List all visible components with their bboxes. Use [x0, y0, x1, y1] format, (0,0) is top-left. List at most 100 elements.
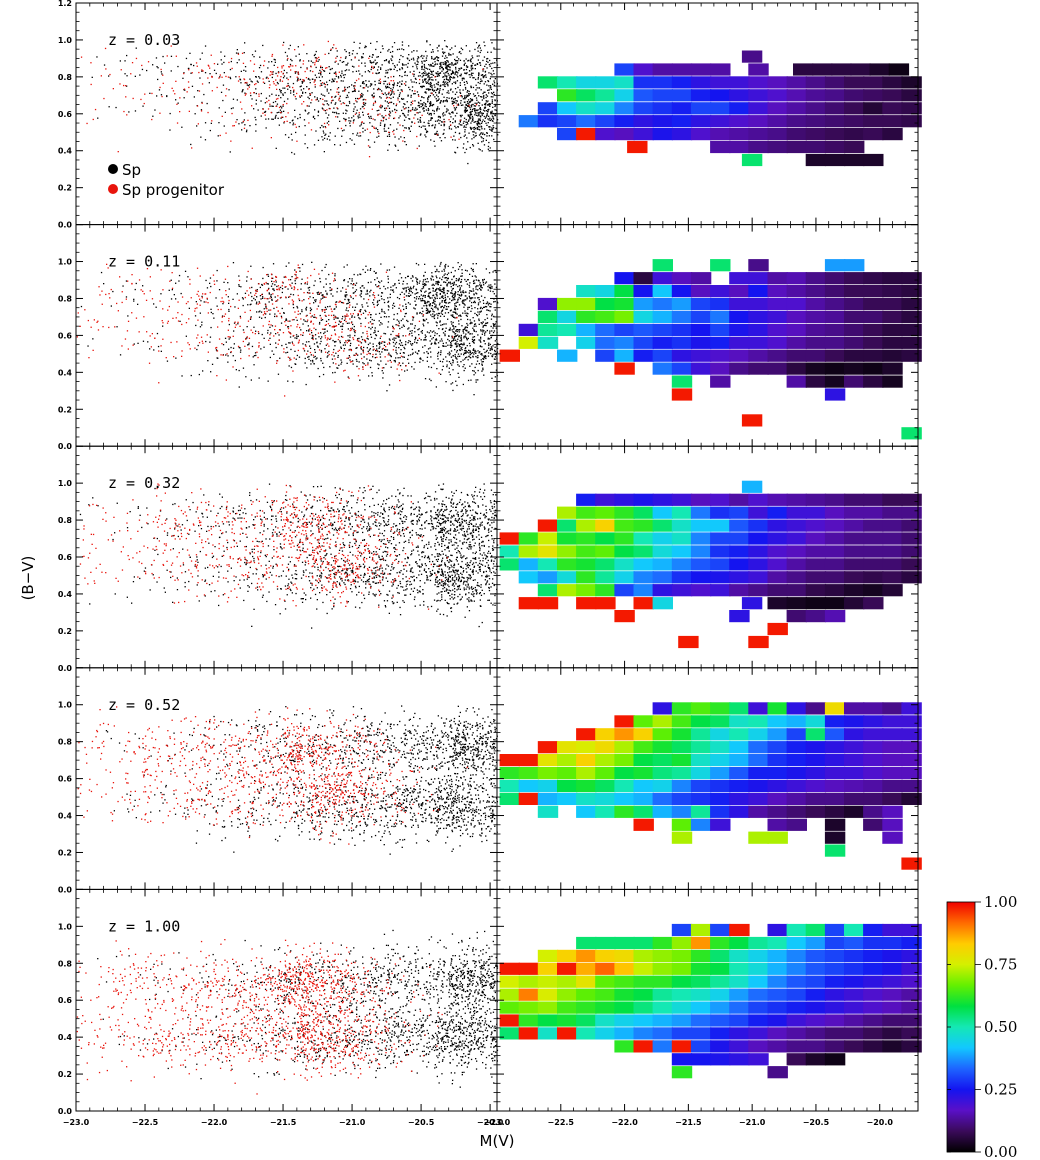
scatter-point	[200, 110, 203, 112]
scatter-point	[465, 110, 467, 113]
scatter-point	[430, 92, 432, 94]
scatter-point	[452, 299, 454, 301]
scatter-point	[342, 90, 344, 92]
scatter-point	[294, 71, 296, 73]
scatter-point	[449, 281, 451, 283]
scatter-point	[338, 97, 341, 99]
scatter-point	[392, 62, 394, 65]
scatter-point	[169, 112, 171, 115]
scatter-point	[405, 289, 407, 291]
scatter-point	[254, 83, 256, 86]
scatter-point	[299, 313, 301, 315]
scatter-point	[490, 92, 493, 94]
scatter-point	[249, 318, 252, 320]
scatter-point	[400, 83, 403, 85]
scatter-point	[473, 336, 476, 338]
scatter-point	[315, 328, 317, 331]
scatter-point	[407, 111, 410, 113]
scatter-point	[451, 364, 453, 366]
scatter-point	[479, 51, 481, 54]
scatter-point	[342, 344, 345, 346]
scatter-point	[218, 107, 220, 109]
scatter-point	[413, 109, 415, 111]
scatter-point	[374, 279, 376, 281]
scatter-point	[294, 280, 296, 282]
scatter-point	[294, 287, 296, 289]
scatter-point	[313, 302, 315, 304]
scatter-point	[97, 117, 99, 119]
scatter-point	[351, 65, 354, 67]
scatter-point	[230, 351, 232, 353]
scatter-point	[451, 278, 453, 281]
scatter-point	[460, 338, 463, 340]
scatter-point	[134, 110, 137, 112]
scatter-point	[443, 129, 445, 131]
scatter-point	[472, 145, 475, 147]
scatter-point	[337, 367, 339, 369]
scatter-point	[291, 139, 293, 141]
scatter-point	[223, 281, 225, 283]
scatter-point	[396, 319, 398, 321]
scatter-point	[296, 140, 298, 142]
scatter-point	[357, 313, 359, 316]
scatter-point	[253, 364, 255, 366]
scatter-series-sp-panel-1	[91, 40, 499, 165]
scatter-point	[394, 66, 396, 68]
scatter-point	[351, 321, 353, 323]
scatter-point	[315, 60, 317, 62]
scatter-point	[482, 109, 485, 111]
scatter-point	[476, 314, 478, 316]
scatter-point	[431, 76, 433, 78]
scatter-point	[424, 334, 426, 336]
scatter-point	[424, 378, 427, 380]
scatter-point	[373, 88, 375, 90]
scatter-point	[393, 305, 396, 307]
scatter-point	[472, 131, 474, 133]
scatter-point	[217, 308, 219, 311]
scatter-point	[343, 279, 345, 282]
scatter-point	[309, 302, 311, 305]
scatter-point	[327, 104, 330, 106]
scatter-point	[452, 139, 454, 141]
scatter-point	[463, 117, 466, 119]
scatter-point	[261, 294, 263, 296]
scatter-point	[404, 287, 406, 289]
scatter-point	[486, 301, 489, 303]
scatter-point	[483, 95, 485, 97]
scatter-point	[362, 127, 364, 129]
scatter-point	[474, 323, 476, 326]
scatter-point	[457, 372, 459, 374]
scatter-point	[344, 344, 346, 346]
scatter-point	[230, 107, 233, 110]
scatter-point	[477, 304, 480, 306]
scatter-point	[390, 361, 392, 363]
scatter-point	[417, 101, 420, 103]
scatter-point	[287, 326, 289, 328]
scatter-point	[344, 118, 346, 121]
scatter-point	[335, 306, 337, 308]
scatter-point	[388, 107, 391, 109]
scatter-point	[326, 117, 329, 119]
scatter-point	[474, 301, 476, 304]
scatter-point	[313, 343, 316, 345]
scatter-point	[382, 48, 384, 50]
scatter-point	[355, 112, 358, 114]
scatter-point	[340, 347, 342, 349]
scatter-point	[312, 297, 314, 299]
scatter-point	[422, 108, 424, 110]
scatter-point	[457, 298, 459, 300]
scatter-point	[354, 290, 356, 293]
scatter-point	[363, 87, 366, 89]
scatter-point	[400, 344, 402, 346]
scatter-point	[156, 95, 158, 97]
scatter-point	[482, 68, 484, 70]
scatter-point	[271, 283, 274, 285]
scatter-point	[474, 307, 476, 309]
scatter-point	[280, 322, 283, 324]
scatter-point	[490, 352, 492, 355]
scatter-point	[472, 134, 475, 136]
scatter-point	[349, 348, 351, 350]
scatter-point	[209, 277, 212, 279]
scatter-point	[443, 315, 445, 317]
scatter-point	[481, 353, 483, 355]
